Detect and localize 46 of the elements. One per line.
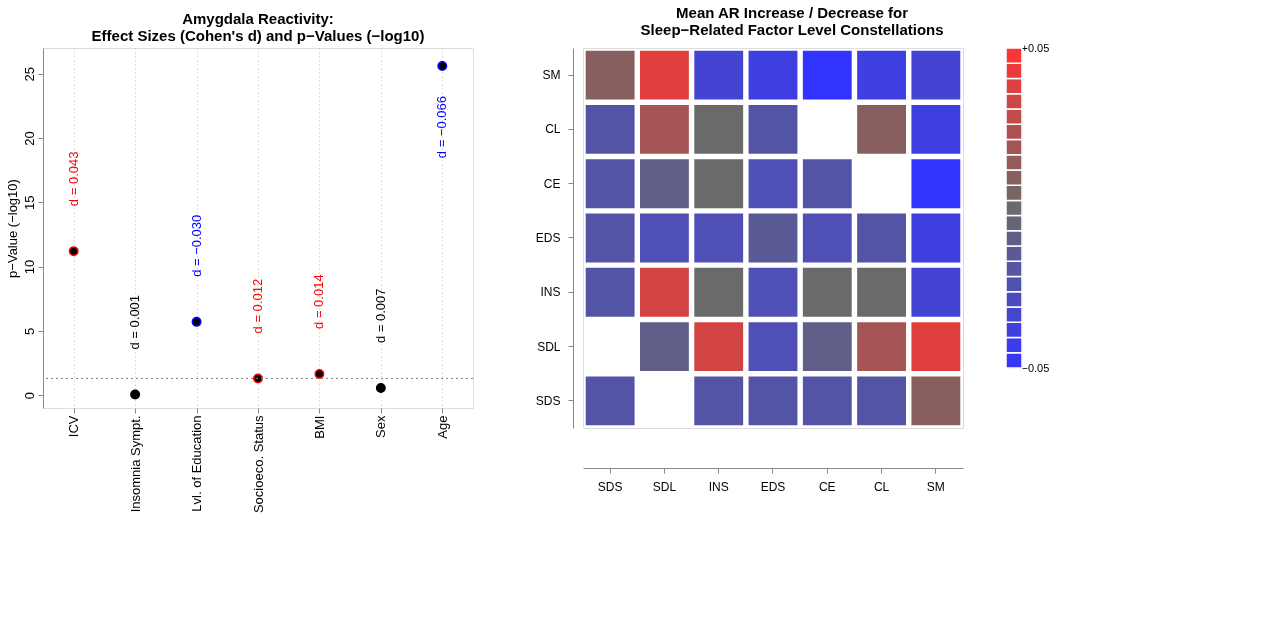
- x-tick-label: Lvl. of Education: [189, 415, 205, 512]
- y-tick-label: INS: [540, 285, 561, 300]
- point: [253, 373, 263, 384]
- x-tick-label: CL: [873, 479, 890, 494]
- point: [375, 383, 386, 394]
- y-tick-label: SDS: [535, 393, 561, 408]
- y-tick-label: EDS: [535, 231, 561, 245]
- point: [130, 389, 141, 400]
- x-tick-label: INS: [708, 479, 729, 494]
- y-axis-title: p−Value (−log10): [4, 179, 20, 278]
- x-tick-label: Insomnia Sympt.: [127, 415, 143, 513]
- y-tick-label: 25: [21, 66, 37, 82]
- x-tick-label: EDS: [760, 479, 786, 494]
- y-tick-label: CE: [543, 176, 561, 191]
- y-tick-label: CL: [545, 122, 561, 137]
- point: [437, 61, 448, 71]
- chart-title: Amygdala Reactivity: Effect Sizes (Cohen's d) and p−Values (−log10): [91, 10, 425, 44]
- y-tick-label: 10: [21, 259, 37, 275]
- annotation: d = 0.001: [127, 294, 143, 350]
- annotation: d = 0.014: [311, 274, 327, 329]
- x-tick-label: SM: [926, 479, 945, 494]
- point: [191, 316, 202, 327]
- y-tick-label: SDL: [537, 339, 561, 354]
- point: [68, 246, 79, 257]
- x-tick-label: Age: [434, 415, 450, 439]
- annotation: d = −0.030: [188, 214, 204, 277]
- x-tick-label: Sex: [373, 415, 389, 438]
- x-tick-label: CE: [818, 479, 836, 494]
- annotation: d = 0.007: [372, 288, 388, 344]
- annotation: d = −0.066: [434, 96, 450, 159]
- color-bar-label: +0.05: [1021, 41, 1050, 54]
- chart-title: Mean AR Increase / Decrease for Sleep−Related Factor Level Constellations: [640, 3, 944, 38]
- y-tick-label: 5: [21, 327, 37, 335]
- x-tick-label: SDL: [652, 479, 677, 494]
- y-tick-label: SM: [542, 68, 561, 83]
- x-tick-label: SDS: [597, 479, 623, 494]
- y-tick-label: 15: [21, 195, 37, 211]
- x-tick-label: Socioeco. Status: [250, 415, 266, 514]
- y-tick-label: 20: [21, 131, 37, 146]
- x-tick-label: BMI: [311, 415, 327, 439]
- point: [314, 368, 325, 379]
- color-bar-label: −0.05: [1021, 361, 1050, 374]
- y-tick-label: 0: [21, 392, 37, 400]
- x-tick-label: ICV: [66, 415, 82, 438]
- annotation: d = 0.012: [250, 278, 265, 334]
- annotation: d = 0.043: [65, 151, 81, 207]
